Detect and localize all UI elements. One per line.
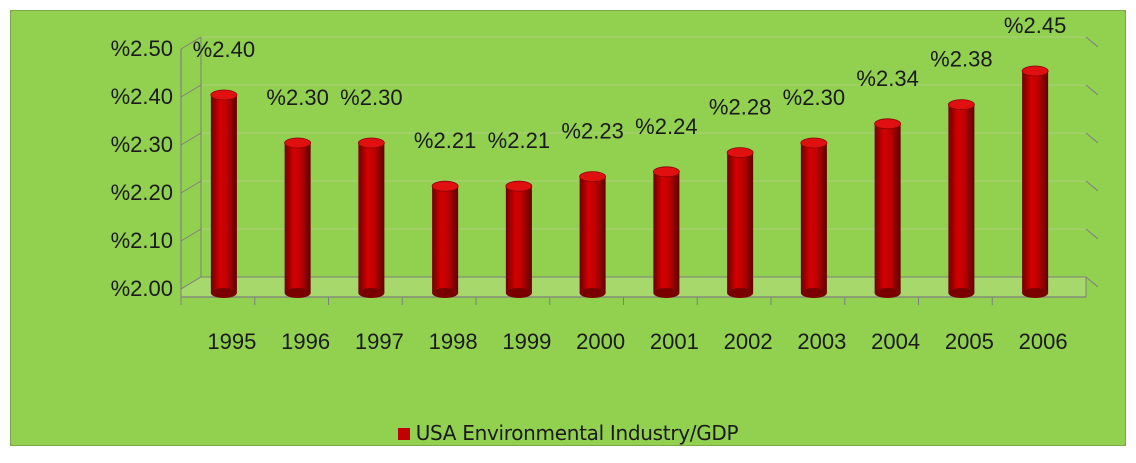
gridline-side <box>180 180 202 194</box>
gridline-side <box>180 84 202 98</box>
y-tick-label: %2.10 <box>111 228 173 253</box>
bar-base <box>800 288 827 298</box>
bar-top <box>874 118 902 130</box>
bar-top <box>652 166 680 178</box>
bar-base <box>1022 288 1049 298</box>
data-label: %2.28 <box>709 95 771 120</box>
gridline-side <box>180 132 202 146</box>
wall-tick <box>1085 276 1099 288</box>
bar-top <box>284 137 312 149</box>
x-tick-label: 2001 <box>650 329 699 354</box>
data-label: %2.38 <box>930 47 992 72</box>
data-label: %2.40 <box>193 37 255 62</box>
bar-1997 <box>357 137 385 298</box>
bar-body <box>210 95 237 293</box>
x-tick-label: 2000 <box>576 329 625 354</box>
bar-body <box>800 143 827 293</box>
bar-chart: %2.00 %2.10 %2.20 %2.30 %2.40 %2.50 1995 %2.40 1… <box>111 13 1099 354</box>
bar-body <box>432 186 459 293</box>
bar-base <box>284 288 311 298</box>
bar-body <box>505 186 532 293</box>
bar-top <box>579 171 607 183</box>
x-tick-label: 1998 <box>429 329 478 354</box>
bar-1995 <box>210 89 238 298</box>
data-label: %2.24 <box>635 114 697 139</box>
bar-body <box>948 104 975 293</box>
bar-2006 <box>1021 65 1049 298</box>
bar-base <box>874 288 901 298</box>
bar-base <box>727 288 754 298</box>
y-tick-label: %2.20 <box>111 180 173 205</box>
labels: %2.00 %2.10 %2.20 %2.30 %2.40 %2.50 1995 %2.40 1… <box>111 13 1068 354</box>
data-label: %2.34 <box>856 66 918 91</box>
bar-body <box>358 143 385 293</box>
bars <box>210 65 1049 298</box>
bar-body <box>653 171 680 293</box>
bar-2002 <box>726 147 754 298</box>
bar-2003 <box>800 137 828 298</box>
y-tick-label: %2.00 <box>111 276 173 301</box>
wall-tick <box>1085 132 1099 144</box>
chart-floor <box>180 276 1087 298</box>
bar-2005 <box>947 99 975 298</box>
y-tick-label: %2.50 <box>111 36 173 61</box>
bar-2004 <box>874 118 902 298</box>
axes <box>180 37 1087 305</box>
bar-top <box>1021 65 1049 77</box>
data-label: %2.30 <box>340 85 402 110</box>
legend-swatch <box>397 428 410 440</box>
wall-tick <box>1085 228 1099 240</box>
bar-body <box>1022 71 1049 293</box>
bar-base <box>653 288 680 298</box>
bar-2001 <box>652 166 680 298</box>
gridline-side <box>180 228 202 242</box>
bar-base <box>579 288 606 298</box>
x-tick-label: 1996 <box>281 329 330 354</box>
bar-1998 <box>431 180 459 298</box>
data-label: %2.30 <box>266 85 328 110</box>
bar-body <box>284 143 311 293</box>
x-tick-label: 2005 <box>945 329 994 354</box>
x-tick-label: 2003 <box>797 329 846 354</box>
bar-2000 <box>579 171 607 298</box>
x-tick-label: 1995 <box>207 329 256 354</box>
bar-base <box>210 288 237 298</box>
wall-tick <box>1085 36 1099 48</box>
gridline-side <box>180 36 202 50</box>
bar-body <box>727 152 754 293</box>
bar-body <box>874 123 901 293</box>
bar-top <box>800 137 828 149</box>
y-tick-label: %2.30 <box>111 132 173 157</box>
bar-top <box>505 180 533 192</box>
legend-label: USA Environmental Industry/GDP <box>415 421 739 445</box>
x-tick-label: 1999 <box>502 329 551 354</box>
bar-top <box>431 180 459 192</box>
bar-1996 <box>284 137 312 298</box>
bar-base <box>358 288 385 298</box>
data-label: %2.21 <box>414 128 476 153</box>
bar-base <box>948 288 975 298</box>
bar-top <box>210 89 238 101</box>
data-label: %2.23 <box>561 119 623 144</box>
bar-body <box>579 176 606 293</box>
bar-1999 <box>505 180 533 298</box>
bar-base <box>505 288 532 298</box>
x-tick-label: 2002 <box>724 329 773 354</box>
x-tick-label: 2006 <box>1019 329 1068 354</box>
data-label: %2.21 <box>488 128 550 153</box>
data-label: %2.30 <box>783 85 845 110</box>
legend: USA Environmental Industry/GDP <box>11 421 1125 445</box>
chart-area: %2.00 %2.10 %2.20 %2.30 %2.40 %2.50 1995 %2.40 1… <box>10 10 1126 446</box>
bar-top <box>726 147 754 159</box>
x-tick-label: 2004 <box>871 329 920 354</box>
bar-top <box>357 137 385 149</box>
bar-top <box>947 99 975 110</box>
data-label: %2.45 <box>1004 13 1066 38</box>
wall-tick <box>1085 180 1099 192</box>
bar-base <box>432 288 459 298</box>
y-tick-label: %2.40 <box>111 84 173 109</box>
wall-tick <box>1085 84 1099 96</box>
x-tick-label: 1997 <box>355 329 404 354</box>
